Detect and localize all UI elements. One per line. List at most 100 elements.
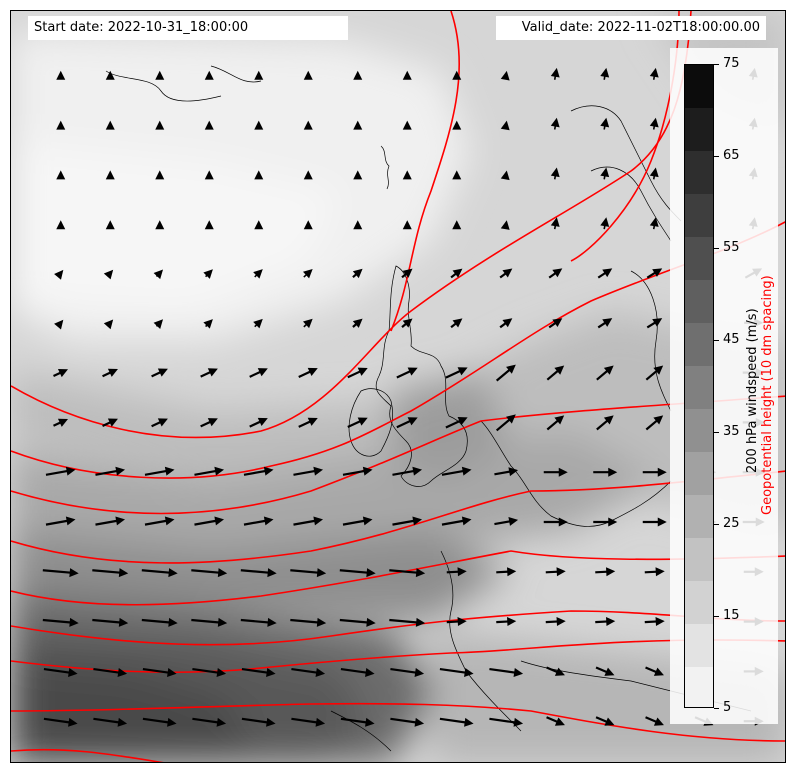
geopotential-contour-line [390,11,461,332]
wind-vector-arrow [105,220,115,230]
geopotential-contour-line [11,11,692,439]
wind-vector-arrow [441,466,472,476]
wind-vector-arrow [441,516,472,526]
wind-vector-arrow [494,517,519,526]
wind-vector-arrow [92,568,129,578]
wind-vector-arrow [495,364,516,382]
wind-vector-arrow [105,70,115,80]
wind-vector-arrow [302,268,313,279]
wind-vector-arrow [550,67,560,80]
wind-vector-arrow [597,268,613,279]
wind-vector-arrow [303,70,313,80]
wind-vector-arrow [43,717,78,727]
wind-vector-arrow [155,170,165,180]
colorbar-segment [685,666,713,707]
wind-vector-arrow [645,415,664,431]
wind-vector-arrow [600,117,610,130]
wind-vector-arrow [595,567,616,577]
wind-vector-arrow [392,466,423,476]
wind-vector-arrow [642,467,667,477]
wind-vector-arrow [389,568,426,578]
colorbar-tick [714,64,719,65]
wind-vector-arrow [241,717,276,727]
wind-vector-arrow [452,220,462,230]
wind-vector-arrow [439,717,474,727]
wind-vector-arrow [155,70,165,80]
wind-vector-arrow [56,120,66,130]
wind-vector-arrow [293,516,324,526]
wind-vector-arrow [649,217,659,230]
colorbar-tick [714,340,719,341]
wind-vector-arrow [342,516,373,526]
wind-vector-arrow [144,516,175,526]
wind-vector-arrow [92,617,129,627]
wind-vector-arrow [42,568,79,578]
wind-vector-arrow [254,70,264,80]
geopotential-contour-line [11,639,785,674]
wind-vector-arrow [402,170,412,180]
wind-vector-arrow [646,268,663,279]
wind-vector-arrow [240,568,277,578]
wind-vector-arrow [401,318,413,328]
wind-vector-arrow [439,667,474,677]
coastline [630,270,672,412]
coastline [105,70,222,102]
colorbar-tick-label: 75 [723,56,740,71]
wind-vector-arrow [155,120,165,130]
colorbar-segment [685,537,713,581]
wind-vector-arrow [293,466,324,476]
wind-vector-arrow [495,414,516,432]
wind-vector-arrow [151,368,168,378]
wind-vector-arrow [303,170,313,180]
wind-vector-arrow [339,568,376,578]
wind-vector-arrow [499,268,513,279]
wind-vector-arrow [352,268,363,279]
wind-vector-arrow [243,466,274,476]
wind-vector-arrow [56,170,66,180]
wind-vector-arrow [595,666,615,676]
wind-vector-arrow [543,467,568,477]
colorbar-segment [685,150,713,195]
wind-vector-arrow [500,220,510,230]
wind-vector-arrow [550,167,560,180]
colorbar-tick-label: 15 [723,608,740,623]
wind-vector-arrow [93,667,128,677]
wind-vector-arrow [649,167,659,180]
wind-vector-arrow [353,70,363,80]
wind-vector-arrow [595,716,615,726]
wind-vector-arrow [600,217,610,230]
wind-vector-arrow [595,617,616,627]
coastlines [105,65,752,752]
wind-vector-arrow [155,220,165,230]
wind-vector-arrow [600,67,610,80]
coastline [375,265,468,487]
wind-vector-arrow [353,220,363,230]
wind-vector-arrow [389,617,426,627]
wind-vector-arrow [153,269,164,280]
map-panel [10,10,786,763]
wind-vector-arrow [249,417,268,428]
wind-vector-arrow [550,217,560,230]
wind-vector-arrow [352,318,363,328]
wind-vector-arrow [200,368,218,378]
wind-vector-arrow [103,319,114,330]
wind-vector-arrow [142,667,177,677]
wind-vector-arrow [340,667,375,677]
colorbar-tick [714,708,719,709]
wind-vector-arrow [489,667,524,677]
coastline [590,166,672,242]
wind-vector-arrow [500,170,510,181]
wind-vector-arrow [204,120,214,130]
wind-vector-arrow [452,70,462,80]
wind-vector-arrow [402,120,412,130]
wind-vector-arrow [401,268,413,279]
wind-vector-arrow [102,368,118,378]
wind-vector-arrow [494,467,519,477]
wind-vector-arrow [253,318,263,329]
wind-vector-arrow [499,318,513,329]
wind-vector-arrow [200,418,218,428]
wind-vector-arrow [204,220,214,230]
wind-vector-arrow [445,417,468,429]
colorbar [684,64,714,708]
wind-vector-arrow [203,269,213,279]
